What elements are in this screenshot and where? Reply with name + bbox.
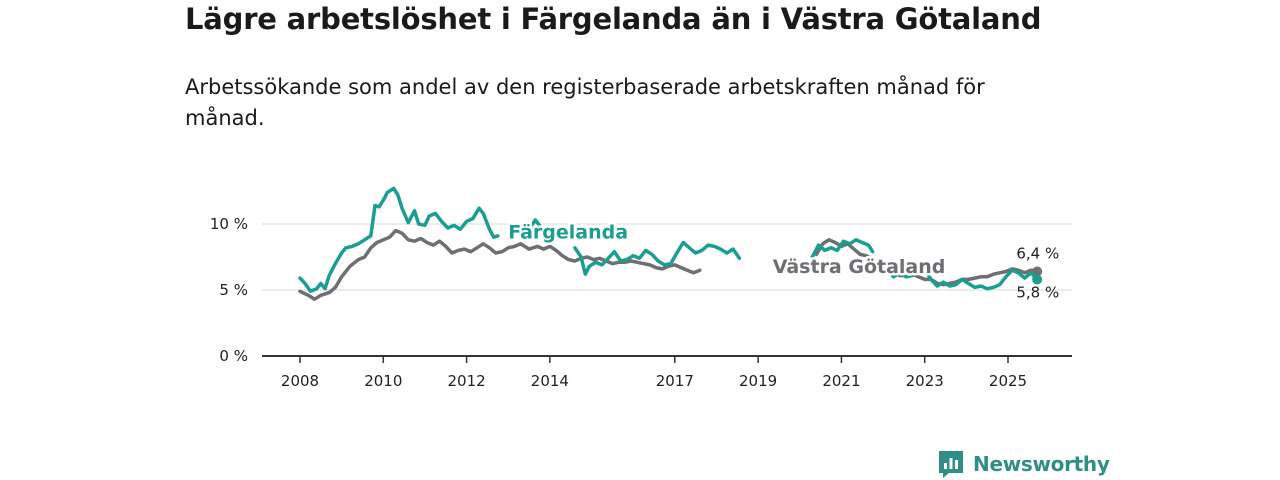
- end-value-label: 6,4 %: [1016, 245, 1059, 263]
- series-line-västra-götaland: [814, 238, 875, 262]
- series-line-färgelanda: [879, 267, 1039, 291]
- end-point-västra-götaland: [1032, 266, 1043, 277]
- y-axis-ticks: 0 % 5 % 10 %: [210, 215, 248, 365]
- newsworthy-brand: Newsworthy: [937, 449, 1110, 479]
- series-line-färgelanda: [810, 238, 875, 259]
- brand-name: Newsworthy: [973, 452, 1110, 476]
- chart-title: Lägre arbetslöshet i Färgelanda än i Väs…: [185, 2, 1042, 36]
- series-label-halo: Färgelanda: [508, 222, 628, 244]
- series-line-färgelanda: [298, 186, 500, 294]
- y-tick-label: 0 %: [219, 347, 248, 365]
- series-line-färgelanda: [573, 240, 742, 276]
- x-tick-label: 2025: [989, 372, 1027, 390]
- y-tick-label: 10 %: [210, 215, 248, 233]
- end-value-labels: 6,4 % 5,8 %: [1016, 245, 1059, 302]
- series-label-halo: Västra Götaland: [773, 256, 946, 278]
- series-lines: [298, 186, 1043, 301]
- x-tick-label: 2008: [281, 372, 319, 390]
- end-value-label: 5,8 %: [1016, 283, 1059, 301]
- x-tick-label: 2010: [364, 372, 402, 390]
- series-line-västra-götaland: [298, 228, 702, 301]
- x-tick-label: 2014: [531, 372, 569, 390]
- chart-subtitle: Arbetssökande som andel av den registerb…: [185, 75, 985, 130]
- series-label-västra-götaland: Västra Götaland: [773, 256, 946, 278]
- x-tick-label: 2021: [822, 372, 860, 390]
- x-axis: 2008 2010 2012 2014 2017 2019 2021 2023 2025: [262, 355, 1072, 390]
- x-tick-label: 2012: [447, 372, 485, 390]
- end-point-färgelanda: [1032, 274, 1043, 285]
- gridlines: [262, 223, 1072, 291]
- x-tick-label: 2019: [739, 372, 777, 390]
- series-label-färgelanda: Färgelanda: [508, 222, 628, 244]
- series-line-färgelanda: [527, 218, 544, 232]
- newsworthy-logo-icon: [939, 451, 963, 478]
- x-tick-label: 2023: [906, 372, 944, 390]
- x-tick-label: 2017: [656, 372, 694, 390]
- y-tick-label: 5 %: [219, 281, 248, 299]
